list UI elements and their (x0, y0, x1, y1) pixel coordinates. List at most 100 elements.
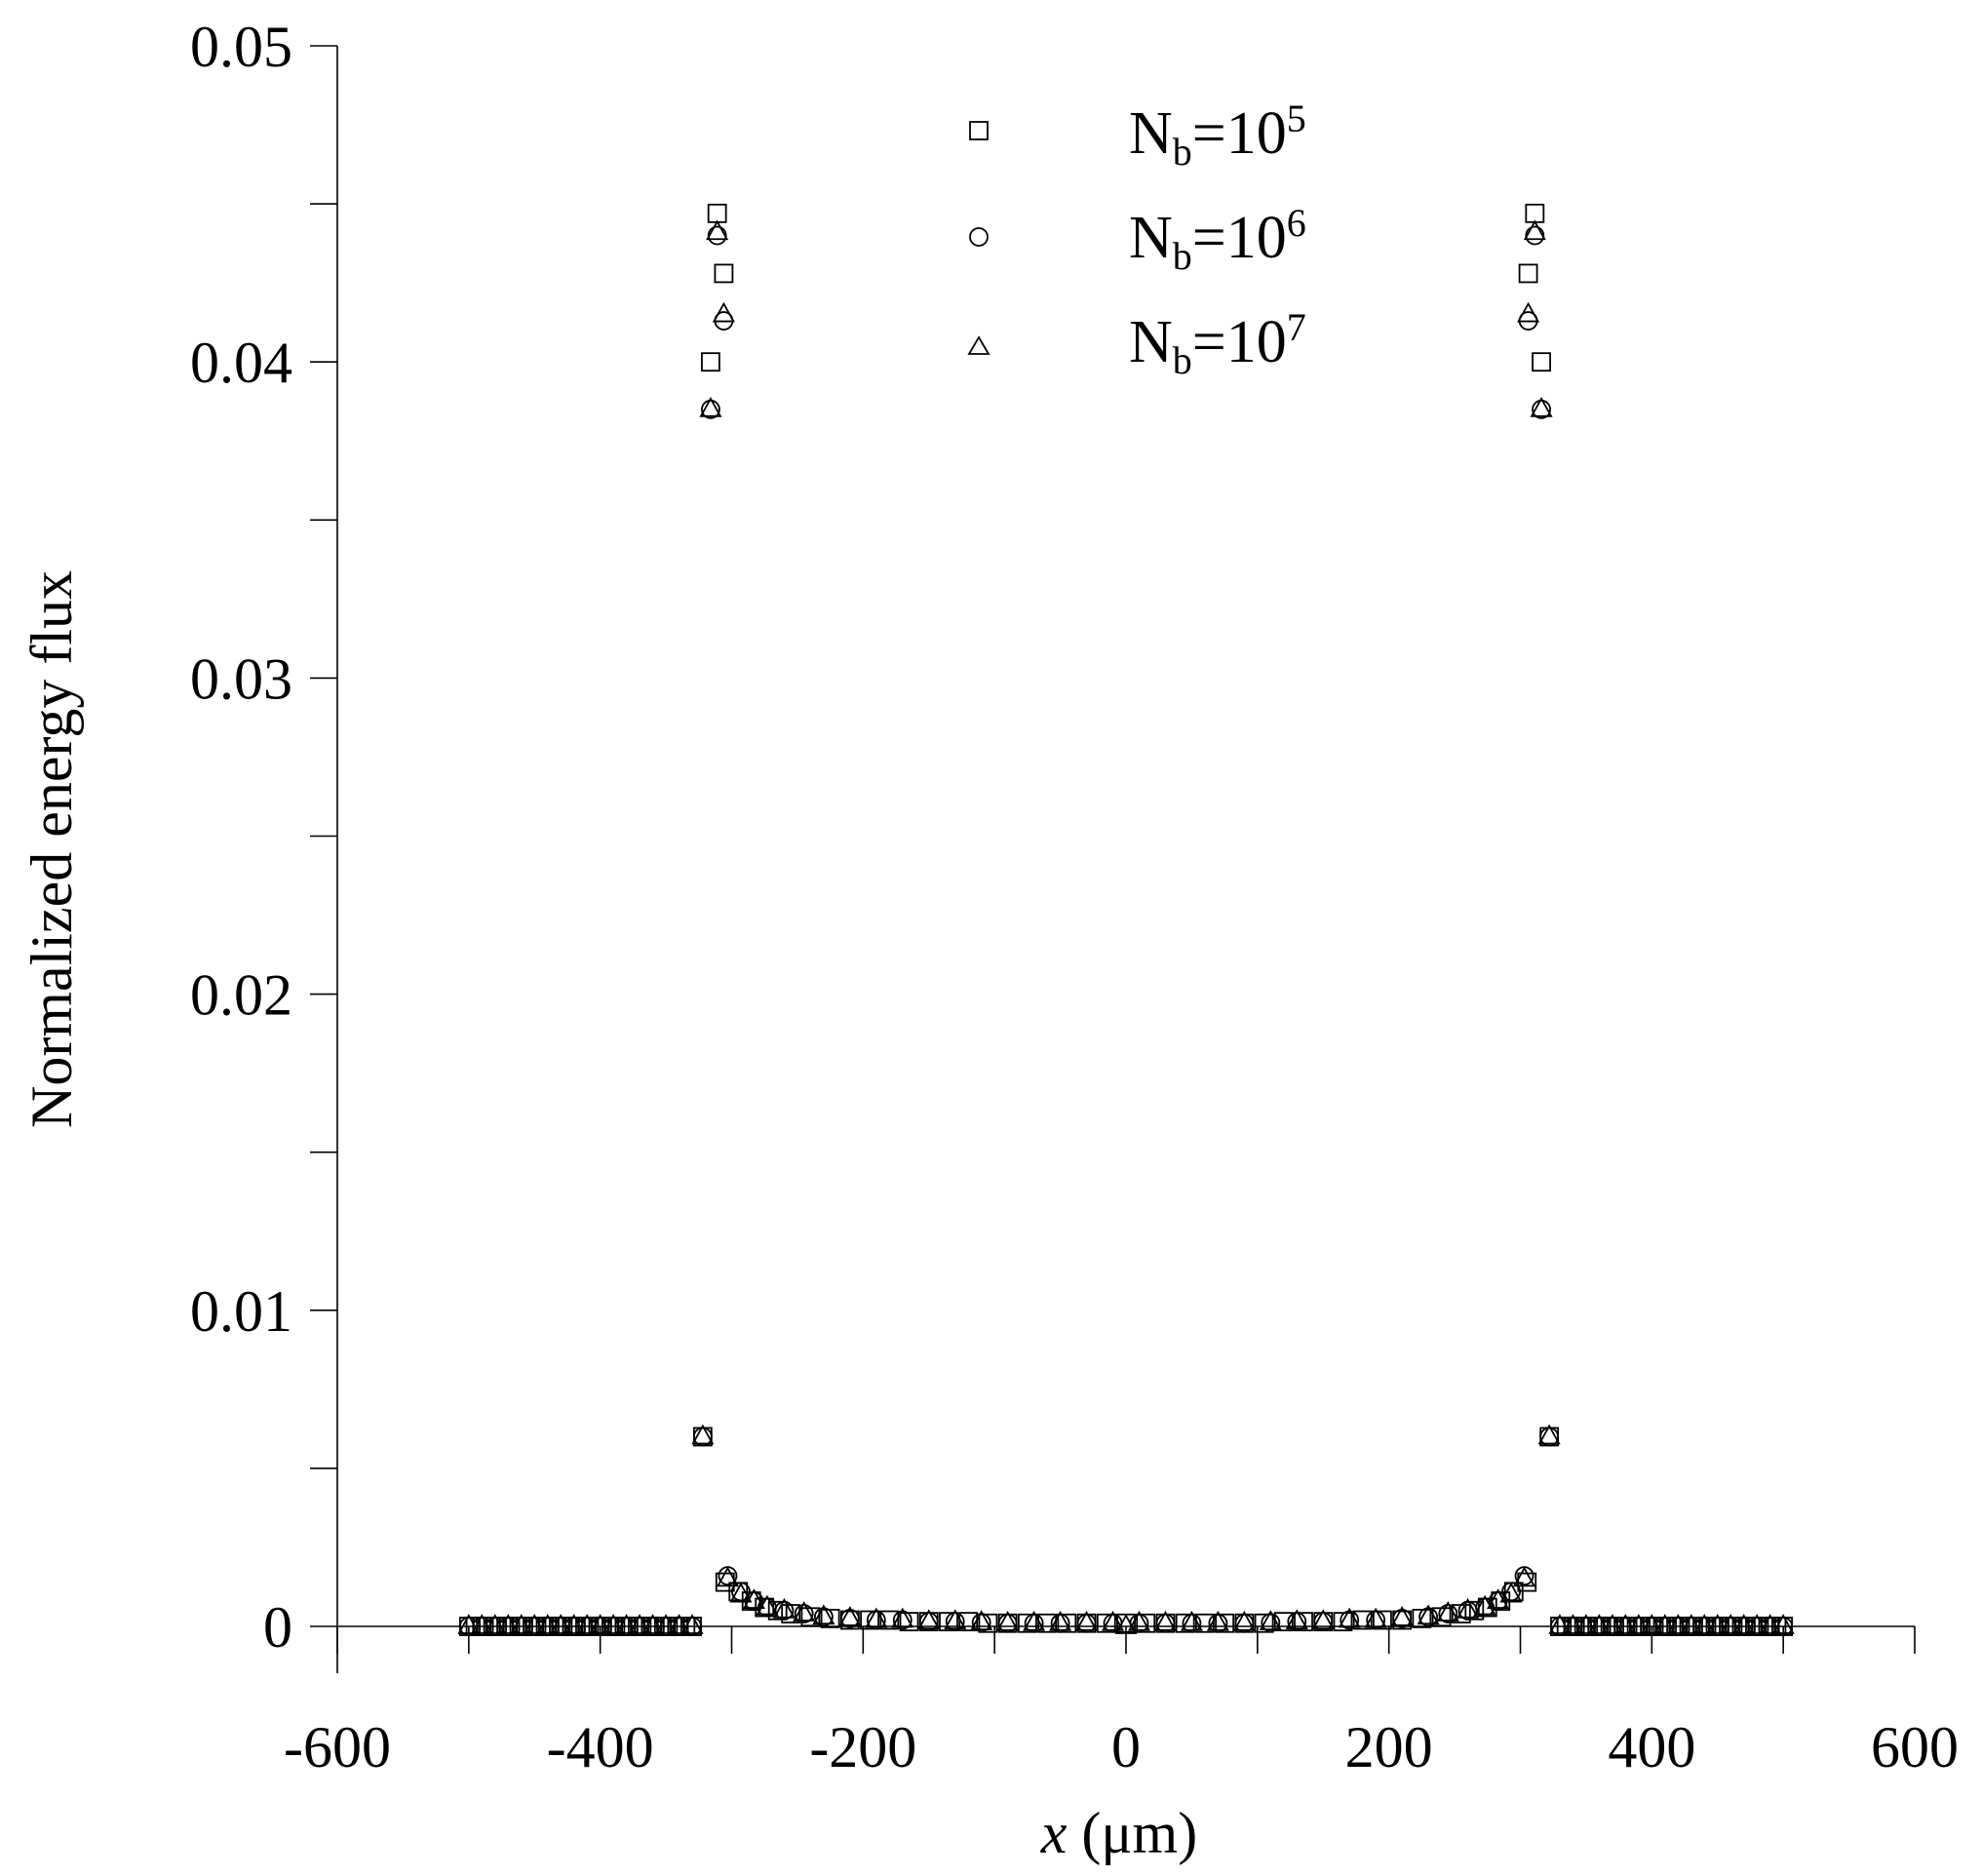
circle-point (669, 1617, 689, 1636)
square-point (1518, 263, 1538, 284)
circle-point (1539, 1427, 1560, 1447)
triangle-point (706, 219, 729, 241)
x-tick-label: 0 (1111, 1715, 1141, 1779)
axes (310, 45, 1916, 1673)
x-tick-label: 200 (1345, 1715, 1433, 1779)
circle-point (458, 1617, 479, 1636)
legend-label-2: Nb=106 (1129, 201, 1306, 278)
square-point (1215, 1613, 1235, 1633)
square-point (1352, 1610, 1373, 1630)
x-tick-label: -400 (547, 1715, 654, 1779)
circle-point (945, 1612, 965, 1632)
circle-point (498, 1617, 519, 1636)
x-tick-label: -600 (284, 1715, 391, 1779)
circle-point (682, 1617, 702, 1636)
triangle-point (496, 1614, 520, 1634)
circle-point (1392, 1608, 1413, 1628)
triangle-point (756, 1594, 779, 1616)
x-tick-labels: -600 -400 -200 0 200 400 600 (284, 1715, 1959, 1779)
triangle-point (793, 1601, 816, 1622)
x-tick-label: 400 (1608, 1715, 1695, 1779)
series-circle (458, 225, 1794, 1636)
square-point (1373, 1610, 1392, 1630)
y-tick-label: 0.01 (190, 1279, 292, 1344)
square-point (1037, 1613, 1057, 1633)
circle-point (1024, 1613, 1044, 1633)
circle-point (1721, 1617, 1741, 1636)
triangle-point (917, 1609, 941, 1630)
square-point (1057, 1613, 1077, 1633)
triangle-point (1548, 1614, 1572, 1634)
triangle-point (729, 1582, 753, 1603)
x-axis-title-unit: (μm) (1067, 1801, 1197, 1865)
triangle-point (1680, 1614, 1703, 1634)
circle-point (1261, 1613, 1281, 1633)
y-tick-label: 0.02 (190, 963, 292, 1028)
square-point (820, 1608, 840, 1628)
triangle-point (589, 1614, 612, 1634)
square-point (860, 1610, 879, 1630)
triangle-point (712, 301, 735, 323)
triangle-point (970, 1610, 993, 1631)
triangle-point (549, 1614, 572, 1634)
circle-point (1438, 1604, 1458, 1623)
triangle-point (1601, 1614, 1624, 1634)
circle-point (551, 1617, 571, 1636)
triangle-point (996, 1610, 1020, 1631)
triangle-point (628, 1614, 651, 1634)
circle-point (997, 1613, 1018, 1633)
circle-point (794, 1604, 814, 1623)
legend-entry-1: Nb=105 (969, 97, 1306, 174)
triangle-point (1023, 1610, 1046, 1631)
triangle-point (641, 1614, 665, 1634)
circle-point (1654, 1617, 1675, 1636)
circle-point (1182, 1613, 1202, 1633)
triangle-point (1075, 1610, 1099, 1631)
triangle-point (1285, 1609, 1308, 1630)
triangle-point (1745, 1614, 1768, 1634)
triangle-point (510, 1614, 533, 1634)
triangle-point (575, 1614, 599, 1634)
triangle-point (1653, 1614, 1677, 1634)
triangle-point (812, 1604, 835, 1625)
square-point (879, 1610, 900, 1630)
triangle-point (1640, 1614, 1663, 1634)
circle-point (1589, 1617, 1610, 1636)
circle-point (1234, 1613, 1255, 1633)
triangle-point (615, 1614, 639, 1634)
circle-point (1550, 1617, 1570, 1636)
circle-point (707, 225, 727, 246)
circle-point (1576, 1617, 1596, 1636)
square-point (1195, 1613, 1215, 1633)
square-point (1333, 1612, 1353, 1632)
circle-point (537, 1617, 558, 1636)
triangle-point (742, 1588, 765, 1609)
circle-point (1707, 1617, 1728, 1636)
square-point (1412, 1608, 1432, 1628)
triangle-point (1530, 396, 1553, 417)
triangle-point (654, 1614, 678, 1634)
triangle-point (536, 1614, 560, 1634)
circle-point (642, 1617, 663, 1636)
triangle-point (1587, 1614, 1611, 1634)
square-point (978, 1613, 998, 1633)
triangle-point (1153, 1610, 1177, 1631)
x-axis-title-variable: x (1040, 1801, 1068, 1865)
circle-point (839, 1608, 860, 1628)
series-triangle (457, 219, 1795, 1634)
circle-point (1747, 1617, 1767, 1636)
circle-point (1076, 1613, 1097, 1633)
legend-label-1: Nb=105 (1129, 97, 1306, 174)
triangle-point (1692, 1614, 1716, 1634)
triangle-point (1417, 1604, 1440, 1625)
triangle-point (1127, 1610, 1151, 1631)
circle-point (971, 1613, 991, 1633)
square-point (1294, 1612, 1313, 1632)
circle-point (524, 1617, 545, 1636)
circle-point (485, 1617, 505, 1636)
triangle-point (1561, 1614, 1584, 1634)
circle-point (1155, 1613, 1176, 1633)
triangle-point (691, 1424, 715, 1445)
circle-point (1694, 1617, 1715, 1636)
square-point (1532, 352, 1551, 372)
